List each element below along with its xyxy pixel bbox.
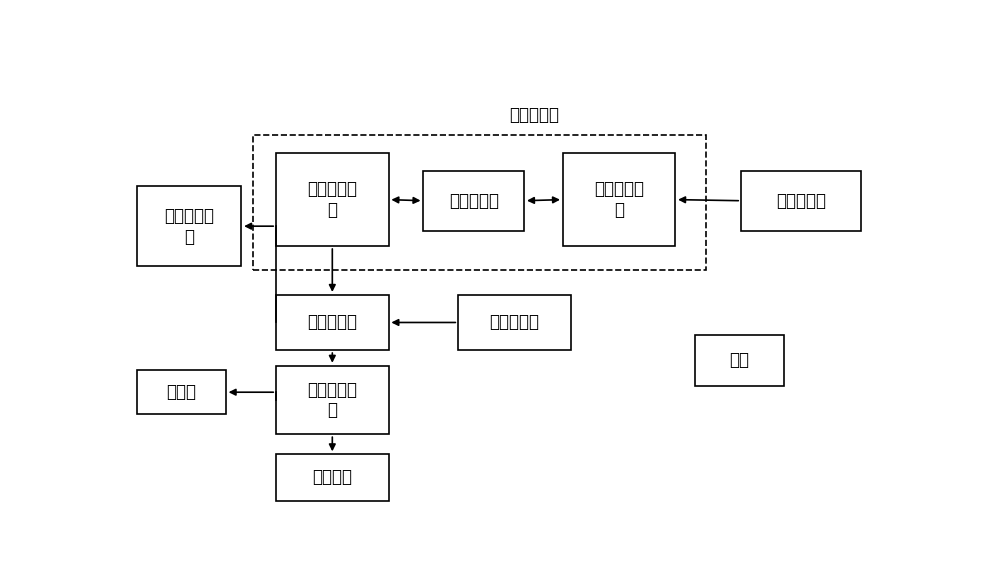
Text: 数据采集接
口: 数据采集接 口 <box>594 180 644 219</box>
Bar <box>137 370 226 415</box>
Text: 显示屏: 显示屏 <box>166 383 196 401</box>
Text: 电源: 电源 <box>729 351 749 369</box>
Bar <box>276 295 388 350</box>
Bar <box>276 366 388 434</box>
Bar <box>741 171 861 231</box>
Bar <box>423 171 524 231</box>
Text: 远程设备: 远程设备 <box>312 469 352 486</box>
Bar <box>563 153 675 246</box>
Text: 信号处理器: 信号处理器 <box>509 106 559 124</box>
Text: 超声波探头: 超声波探头 <box>776 191 826 210</box>
Text: 无线通信模
块: 无线通信模 块 <box>307 381 357 419</box>
Bar <box>695 335 784 386</box>
Bar <box>276 454 388 501</box>
Text: 中央处理器: 中央处理器 <box>307 313 357 331</box>
Text: 信号预处理
器: 信号预处理 器 <box>307 180 357 219</box>
Text: 声音提示单
元: 声音提示单 元 <box>164 207 214 246</box>
Bar <box>253 136 706 270</box>
Bar <box>137 186 241 266</box>
Bar <box>458 295 571 350</box>
Text: 压力传感器: 压力传感器 <box>489 313 539 331</box>
Bar <box>276 153 388 246</box>
Text: 信号放大器: 信号放大器 <box>449 191 499 210</box>
